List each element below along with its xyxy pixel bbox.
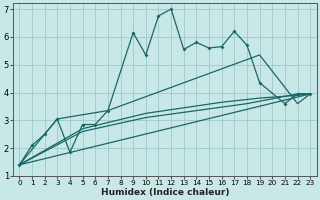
- X-axis label: Humidex (Indice chaleur): Humidex (Indice chaleur): [100, 188, 229, 197]
